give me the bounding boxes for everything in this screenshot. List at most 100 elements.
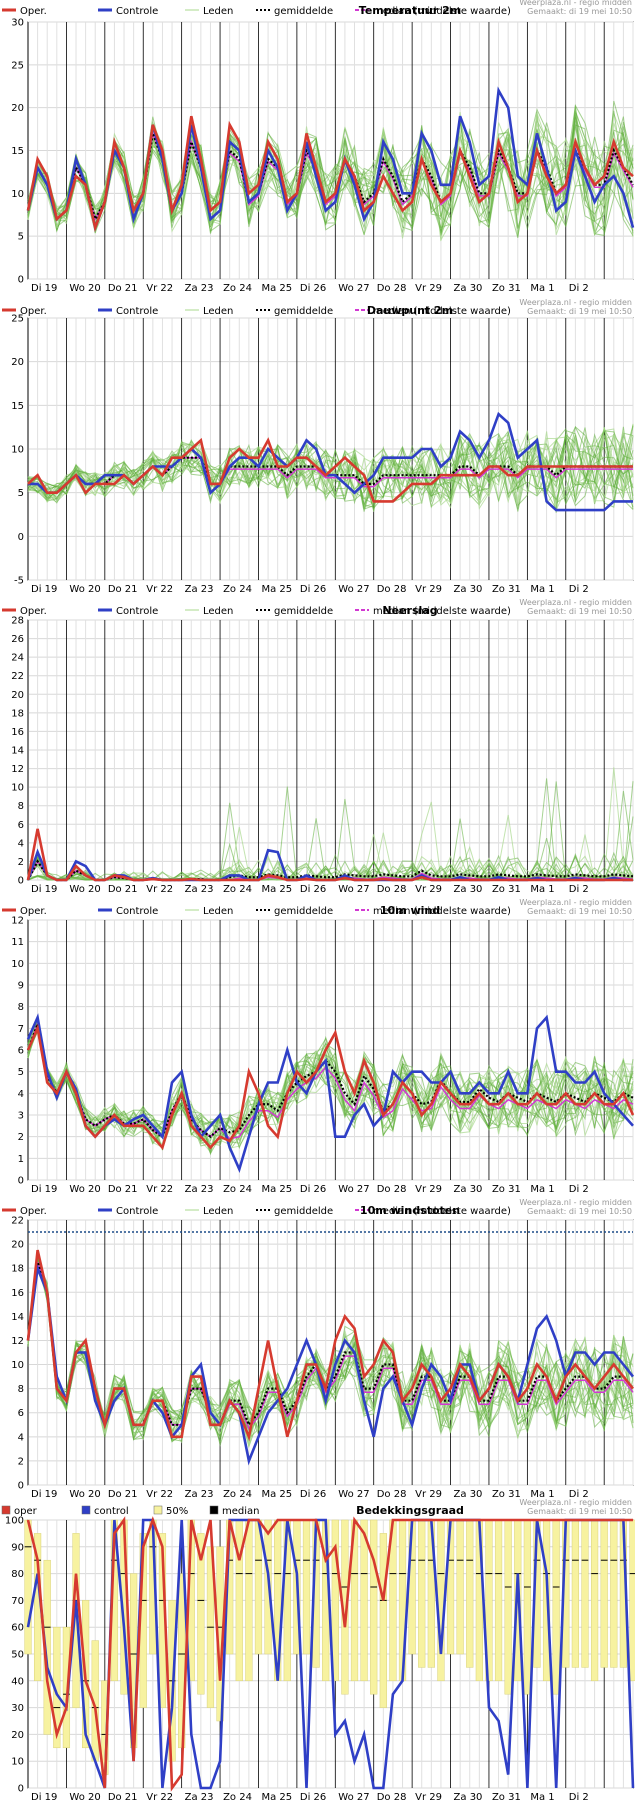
legend-label-control: Controle: [116, 606, 158, 617]
y-tick-label: 0: [18, 1784, 24, 1795]
credit-line2: Gemaakt: di 19 mei 10:50: [527, 307, 632, 316]
oper-line: [26, 828, 633, 882]
band-box: [552, 1519, 560, 1695]
band-box: [504, 1519, 512, 1695]
control-line: [26, 1013, 634, 1173]
x-day-label: Do 21: [108, 584, 138, 595]
band-box: [245, 1519, 253, 1682]
oper-line: [26, 115, 634, 233]
x-day-label: Zo 24: [223, 283, 252, 294]
ensemble-member-line: [27, 1027, 634, 1151]
band-box: [62, 1626, 71, 1749]
band-box: [600, 1519, 608, 1668]
y-tick-label: 25: [11, 60, 24, 71]
x-day-label: Za 23: [185, 1489, 214, 1500]
y-tick-label: 24: [11, 653, 24, 664]
x-day-label: Zo 31: [492, 1792, 521, 1800]
x-day-label: Do 21: [108, 1792, 138, 1800]
y-tick-label: 0: [18, 876, 24, 887]
y-tick-label: 11: [11, 937, 24, 948]
legend-label-median: median (middelste waarde): [373, 1206, 511, 1217]
credit-line1: Weerplaza.nl - regio midden: [519, 598, 632, 607]
x-day-label: Za 30: [454, 584, 483, 595]
chart-title: 10m windstoten: [360, 1204, 460, 1217]
x-day-label: Za 23: [185, 1792, 214, 1800]
credit-line2: Gemaakt: di 19 mei 10:50: [527, 907, 632, 916]
y-tick-label: 2: [18, 1456, 24, 1467]
x-day-label: Di 19: [31, 584, 57, 595]
legend-label-median: median: [222, 1506, 260, 1517]
legend-label-mean: gemiddelde: [274, 906, 333, 917]
x-day-label: Ma 25: [261, 1792, 292, 1800]
legend-label-members: Leden: [203, 306, 233, 317]
legend-label-control: Controle: [116, 6, 158, 17]
x-day-label: Wo 20: [69, 1184, 100, 1195]
band-box: [456, 1519, 464, 1655]
credit-line1: Weerplaza.nl - regio midden: [519, 1498, 632, 1507]
x-day-label: Di 19: [31, 283, 57, 294]
credit-line1: Weerplaza.nl - regio midden: [519, 898, 632, 907]
x-day-label: Di 2: [569, 884, 589, 895]
x-day-label: Di 19: [31, 1792, 57, 1800]
x-day-label: Wo 20: [69, 1792, 100, 1800]
credit-line1: Weerplaza.nl - regio midden: [519, 298, 632, 307]
y-tick-label: 20: [11, 1730, 24, 1741]
y-tick-label: 60: [11, 1623, 24, 1634]
band-box: [360, 1519, 368, 1682]
y-tick-label: 5: [18, 1067, 24, 1078]
x-day-label: Di 26: [300, 1184, 326, 1195]
credit-line2: Gemaakt: di 19 mei 10:50: [527, 607, 632, 616]
credit-line2: Gemaakt: di 19 mei 10:50: [527, 1207, 632, 1216]
legend-label-members: Leden: [203, 6, 233, 17]
x-day-label: Ma 1: [530, 283, 554, 294]
y-tick-label: 7: [18, 1024, 24, 1035]
y-tick-label: 2: [18, 1132, 24, 1143]
x-day-label: Vr 22: [146, 584, 173, 595]
x-day-label: Di 2: [569, 1792, 589, 1800]
x-day-label: Za 30: [454, 1489, 483, 1500]
x-day-label: Ma 25: [261, 1184, 292, 1195]
x-day-label: Wo 20: [69, 283, 100, 294]
y-tick-label: 2: [18, 857, 24, 868]
legend-swatch-oper: [1, 1505, 11, 1515]
y-tick-label: 6: [18, 820, 24, 831]
chart-title: Temperatuur 2m: [359, 4, 461, 17]
y-tick-label: 50: [11, 1650, 24, 1661]
plot-frame: [27, 1219, 634, 1486]
y-tick-label: 0: [18, 1176, 24, 1187]
legend-swatch-control: [81, 1505, 91, 1515]
y-tick-label: 30: [11, 18, 24, 29]
y-tick-label: 14: [11, 746, 24, 757]
x-day-label: Zo 24: [223, 1489, 252, 1500]
y-tick-label: 8: [18, 801, 24, 812]
x-day-label: Za 23: [185, 884, 214, 895]
x-day-label: Vr 22: [146, 1792, 173, 1800]
ensemble-member-line: [27, 1022, 634, 1153]
y-tick-label: 6: [18, 1046, 24, 1057]
band-box: [418, 1519, 426, 1668]
y-tick-label: 8: [18, 1002, 24, 1013]
y-tick-label: 20: [11, 690, 24, 701]
x-day-label: Do 21: [108, 884, 138, 895]
x-day-label: Zo 24: [223, 884, 252, 895]
y-tick-label: 10: [11, 959, 24, 970]
legend-label-p50: 50%: [166, 1506, 188, 1517]
legend-label-control: control: [94, 1506, 129, 1517]
y-tick-label: 5: [18, 488, 24, 499]
x-day-label: Ma 1: [530, 584, 554, 595]
legend-label-oper: Oper.: [20, 6, 47, 17]
credit-line2: Gemaakt: di 19 mei 10:50: [527, 7, 632, 16]
band-box: [331, 1519, 339, 1682]
ensemble-member-line: [27, 105, 634, 233]
x-day-label: Vr 29: [415, 1792, 442, 1800]
x-day-label: Wo 27: [338, 1184, 369, 1195]
band-box: [571, 1519, 579, 1668]
x-day-label: Di 19: [31, 1489, 57, 1500]
legend-label-members: Leden: [203, 1206, 233, 1217]
x-day-label: Zo 31: [492, 1184, 521, 1195]
x-day-label: Di 2: [569, 1489, 589, 1500]
x-day-label: Do 28: [377, 1792, 407, 1800]
y-tick-label: 10: [11, 783, 24, 794]
